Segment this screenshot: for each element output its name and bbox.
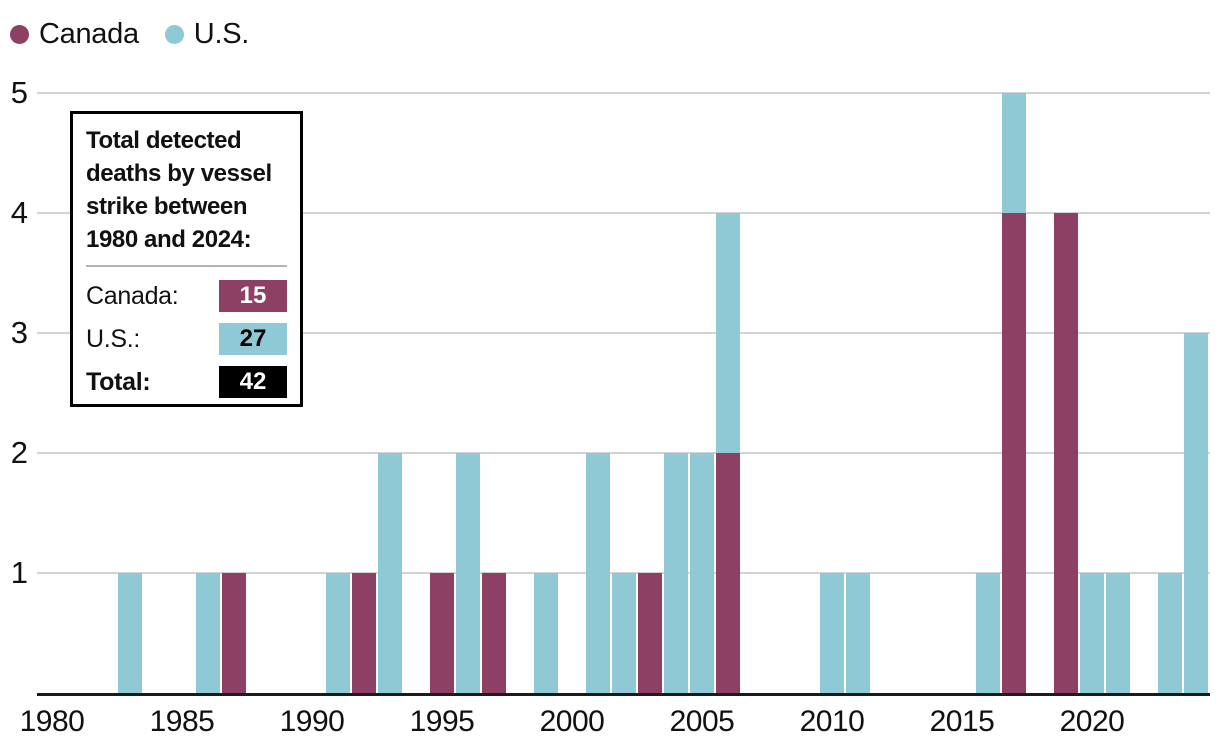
x-axis-tick-label: 2015 xyxy=(929,705,995,738)
annotation-title-line: deaths by vessel xyxy=(86,160,272,187)
bar-2021-us xyxy=(1106,573,1130,693)
gridline-y2 xyxy=(37,452,1210,454)
annotation-row-total: Total: 42 xyxy=(86,366,287,398)
legend-label: Canada xyxy=(39,18,139,50)
annotation-title-line: 1980 and 2024: xyxy=(86,226,252,253)
x-axis-tick-label: 2010 xyxy=(799,705,865,738)
y-axis-tick-label: 3 xyxy=(10,315,28,350)
y-axis-tick-label: 2 xyxy=(10,435,28,470)
annotation-row-us: U.S.: 27 xyxy=(86,323,287,355)
x-axis-tick-label: 2020 xyxy=(1059,705,1125,738)
gridline-y4 xyxy=(37,212,1210,214)
bar-1993-us xyxy=(378,453,402,693)
legend-item-canada: Canada xyxy=(10,20,139,49)
bar-2016-us xyxy=(976,573,1000,693)
x-axis-tick-label: 1980 xyxy=(19,705,85,738)
annotation-value-badge: 42 xyxy=(219,366,287,398)
x-axis-tick-label: 1990 xyxy=(279,705,345,738)
y-axis-tick-label: 4 xyxy=(10,195,28,230)
x-axis-tick-label: 2005 xyxy=(669,705,735,738)
y-axis-tick-label: 5 xyxy=(10,75,28,110)
bar-1986-us xyxy=(196,573,220,693)
annotation-divider xyxy=(86,265,287,267)
bar-1995-canada xyxy=(430,573,454,693)
legend-dot-icon xyxy=(10,25,29,44)
y-axis-tick-label: 1 xyxy=(10,555,28,590)
bar-2002-us xyxy=(612,573,636,693)
bar-2017-canada xyxy=(1002,213,1026,693)
bar-2006-us xyxy=(716,213,740,453)
annotation-row-label: U.S.: xyxy=(86,324,141,353)
gridline-y5 xyxy=(37,92,1210,94)
bar-2001-us xyxy=(586,453,610,693)
bar-2004-us xyxy=(664,453,688,693)
annotation-title-line: Total detected xyxy=(86,127,242,154)
legend-dot-icon xyxy=(164,25,184,44)
annotation-rows: Canada: 15 U.S.: 27 Total: 42 xyxy=(86,280,287,398)
bar-1999-us xyxy=(534,573,558,693)
bar-1997-canada xyxy=(482,573,506,693)
x-axis-line xyxy=(37,693,1210,696)
bar-1996-us xyxy=(456,453,480,693)
totals-annotation-box: Total detected deaths by vessel strike b… xyxy=(70,111,303,407)
bar-1983-us xyxy=(118,573,142,693)
bar-2023-us xyxy=(1158,573,1182,693)
bar-2003-canada xyxy=(638,573,662,693)
annotation-row-canada: Canada: 15 xyxy=(86,280,287,312)
x-axis-tick-label: 2000 xyxy=(539,705,605,738)
bar-2005-us xyxy=(690,453,714,693)
bar-2011-us xyxy=(846,573,870,693)
x-axis-tick-label: 1995 xyxy=(409,705,475,738)
legend-label: U.S. xyxy=(193,18,250,50)
bar-1987-canada xyxy=(222,573,246,693)
legend-item-us: U.S. xyxy=(164,18,250,50)
annotation-row-label: Total: xyxy=(86,367,151,396)
annotation-value-badge: 27 xyxy=(219,323,287,355)
bar-1991-us xyxy=(326,573,350,693)
annotation-value-badge: 15 xyxy=(219,280,287,312)
bar-2020-us xyxy=(1080,573,1104,693)
bar-2019-canada xyxy=(1054,213,1078,693)
annotation-title-line: strike between xyxy=(86,193,248,220)
annotation-row-label: Canada: xyxy=(86,281,179,310)
bar-2006-canada xyxy=(716,453,740,693)
chart-legend: Canada U.S. xyxy=(10,20,249,49)
gridline-y3 xyxy=(37,332,1210,334)
x-axis-tick-label: 1985 xyxy=(149,705,215,738)
annotation-title: Total detected deaths by vessel strike b… xyxy=(86,124,287,256)
bar-1992-canada xyxy=(352,573,376,693)
bar-2010-us xyxy=(820,573,844,693)
bar-2024-us xyxy=(1184,333,1208,693)
bar-2017-us xyxy=(1002,93,1026,213)
